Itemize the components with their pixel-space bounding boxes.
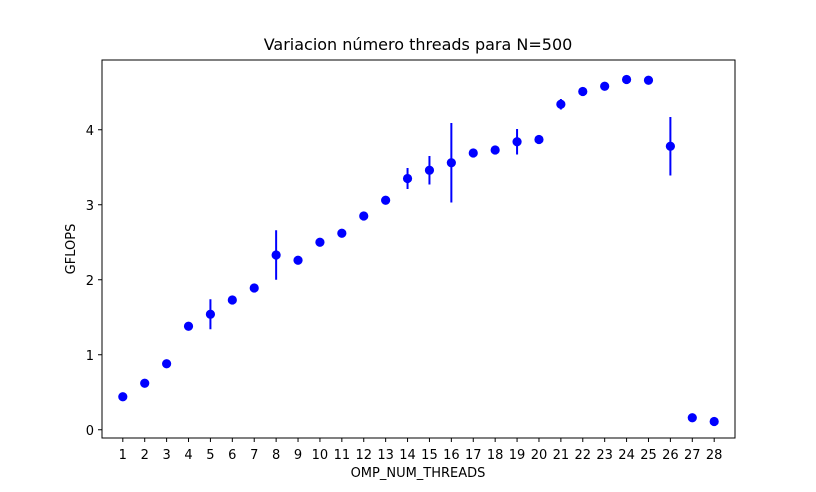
x-axis-title: OMP_NUM_THREADS <box>351 466 486 481</box>
data-point <box>556 99 566 109</box>
x-tick-label: 14 <box>399 448 416 463</box>
x-tick-label: 7 <box>250 448 258 463</box>
plot-frame <box>101 59 736 439</box>
data-point <box>205 309 216 319</box>
data-point <box>359 211 369 221</box>
x-tick-label: 24 <box>618 448 635 463</box>
y-axis: 0 1 2 3 4 <box>86 124 102 439</box>
data-point <box>424 165 435 175</box>
x-tick-label: 25 <box>640 448 657 463</box>
x-tick-label: 11 <box>334 448 351 463</box>
x-tick-label: 22 <box>574 448 591 463</box>
y-axis-title: GFLOPS <box>64 224 79 275</box>
x-tick-label: 19 <box>509 448 526 463</box>
data-point <box>665 141 675 151</box>
y-tick-label: 2 <box>86 274 94 289</box>
x-tick-label: 6 <box>228 448 236 463</box>
data-point <box>621 74 632 85</box>
x-tick-label: 8 <box>272 448 280 463</box>
x-tick-label: 9 <box>294 448 302 463</box>
x-tick-label: 20 <box>531 448 548 463</box>
data-point <box>578 86 588 97</box>
x-tick-label: 16 <box>443 448 460 463</box>
data-point <box>337 228 347 238</box>
data-point <box>446 158 456 168</box>
data-point <box>183 321 194 331</box>
x-tick-label: 27 <box>684 448 701 463</box>
x-tick-label: 4 <box>184 448 192 463</box>
data-point <box>402 173 413 184</box>
x-tick-label: 17 <box>465 448 482 463</box>
x-tick-label: 15 <box>421 448 438 463</box>
x-tick-label: 13 <box>377 448 394 463</box>
y-tick-label: 1 <box>86 349 94 364</box>
data-point <box>140 378 150 388</box>
data-point <box>643 75 654 85</box>
x-axis: 1 2 3 4 5 6 7 8 9 10 11 12 13 14 15 16 17 18 19 20 21 22 23 24 2… <box>119 438 723 463</box>
x-tick-label: 3 <box>162 448 170 463</box>
data-point <box>534 134 544 145</box>
x-tick-label: 18 <box>487 448 504 463</box>
data-point <box>118 392 128 402</box>
data-point <box>600 81 610 91</box>
x-tick-label: 5 <box>206 448 214 463</box>
data-point <box>512 137 522 147</box>
data-point <box>293 255 303 265</box>
data-point <box>381 195 391 205</box>
x-tick-label: 23 <box>596 448 613 463</box>
x-tick-label: 21 <box>553 448 570 463</box>
data-point <box>490 145 500 155</box>
y-tick-label: 3 <box>86 199 94 214</box>
x-tick-label: 10 <box>312 448 329 463</box>
data-point <box>162 359 172 369</box>
x-tick-label: 1 <box>119 448 127 463</box>
data-point <box>709 416 719 427</box>
data-point <box>271 250 281 260</box>
chart-title: Variacion número threads para N=500 <box>264 35 573 54</box>
x-tick-label: 2 <box>141 448 149 463</box>
data-point <box>227 295 237 305</box>
x-tick-label: 12 <box>355 448 372 463</box>
data-points <box>118 74 719 427</box>
data-point <box>687 413 697 423</box>
y-tick-label: 4 <box>86 124 94 139</box>
x-tick-label: 26 <box>662 448 679 463</box>
y-tick-label: 0 <box>86 424 94 439</box>
x-tick-label: 28 <box>706 448 723 463</box>
data-point <box>468 148 478 158</box>
data-point <box>315 237 325 247</box>
data-point <box>249 283 259 293</box>
